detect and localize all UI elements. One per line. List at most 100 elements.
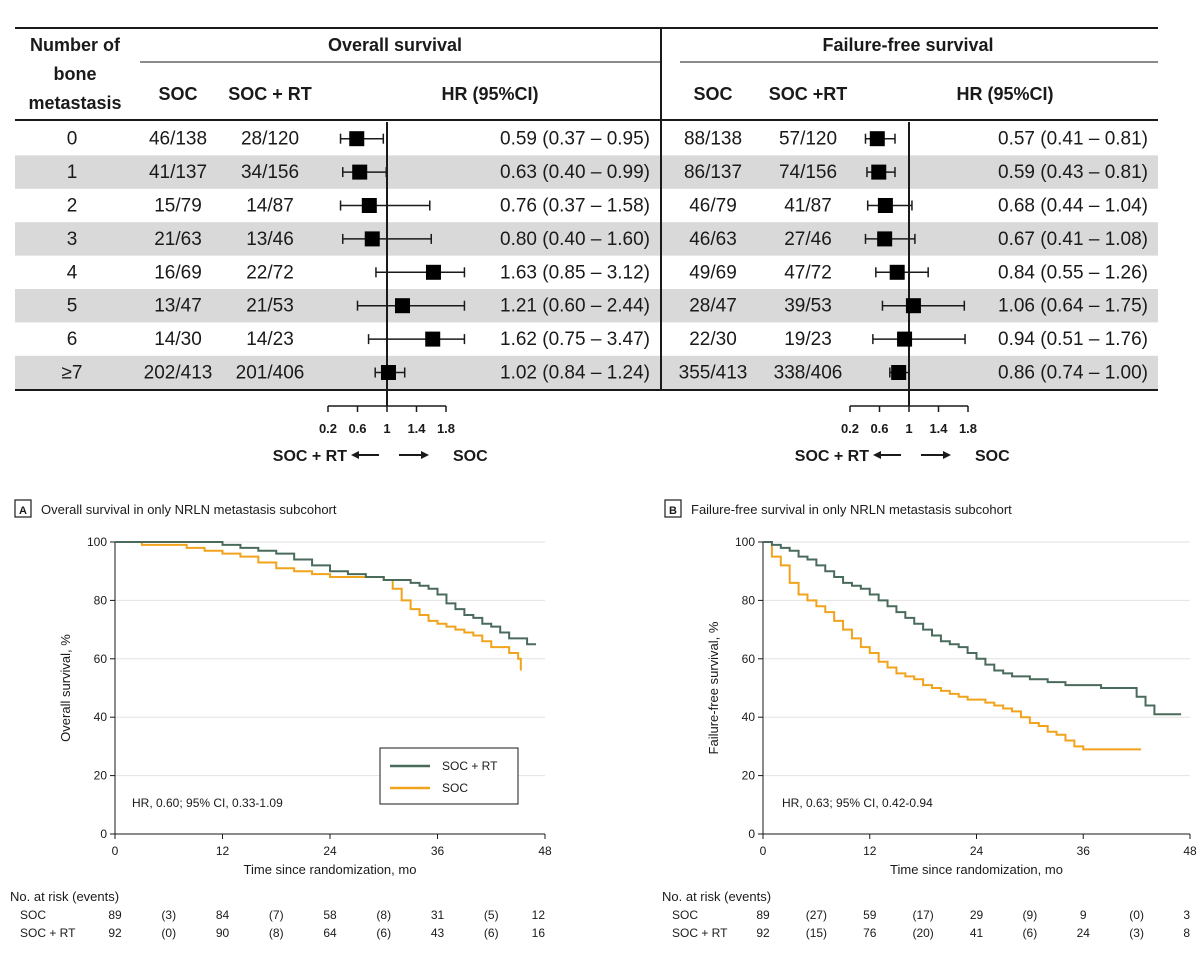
risk-value: 92: [108, 926, 122, 940]
ffs-socrt-cell: 27/46: [784, 229, 832, 250]
os-hr-cell: 0.59 (0.37 – 0.95): [500, 129, 650, 150]
favors-left-arrowhead: [873, 451, 881, 459]
risk-row-label: SOC + RT: [20, 926, 76, 940]
forest-tick-label: 1.8: [959, 421, 977, 436]
risk-value: (8): [376, 908, 391, 922]
hr-annotation: HR, 0.60; 95% CI, 0.33-1.09: [132, 796, 283, 810]
y-axis-label: Failure-free survival, %: [706, 621, 721, 754]
ffs-soc-cell: 86/137: [684, 162, 742, 183]
forest-tick-label: 1.8: [437, 421, 455, 436]
ffs-hr-cell: 0.67 (0.41 – 1.08): [998, 229, 1148, 250]
risk-table-header: No. at risk (events): [10, 889, 119, 904]
x-tick-label: 0: [760, 844, 767, 858]
ffs-soc-cell: 88/138: [684, 129, 742, 150]
number-col-header-3: metastasis: [28, 93, 121, 113]
panel-b: B Failure-free survival in only NRLN meta…: [662, 499, 1197, 940]
os-socrt-cell: 201/406: [236, 363, 305, 384]
os-soc-cell: 21/63: [154, 229, 202, 250]
os-hr-cell: 1.02 (0.84 – 1.24): [500, 363, 650, 384]
ffs-socrt-cell: 338/406: [774, 363, 843, 384]
ffs-soc-cell: 49/69: [689, 262, 737, 283]
x-tick-label: 12: [863, 844, 877, 858]
risk-value: (5): [484, 908, 499, 922]
legend-box: [379, 747, 519, 805]
risk-row-label: SOC + RT: [672, 926, 728, 940]
ffs-socrt-cell: 19/23: [784, 329, 832, 350]
risk-value: (27): [806, 908, 827, 922]
hr-annotation: HR, 0.63; 95% CI, 0.42-0.94: [782, 796, 933, 810]
risk-value: (0): [161, 926, 176, 940]
hr-point: [394, 298, 410, 314]
os-hr-cell: 0.63 (0.40 – 0.99): [500, 162, 650, 183]
ffs-soc-cell: 355/413: [679, 363, 748, 384]
hr-point: [897, 331, 913, 347]
row-stripe: [15, 289, 1158, 323]
ffs-soc-cell: 28/47: [689, 296, 737, 317]
os-socrt-cell: 13/46: [246, 229, 294, 250]
y-tick-label: 20: [742, 769, 756, 783]
forest-tick-label: 0.6: [348, 421, 366, 436]
risk-value: (8): [269, 926, 284, 940]
ffs-socrt-cell: 39/53: [784, 296, 832, 317]
row-n: 3: [67, 229, 78, 250]
forest-tick-label: 1: [383, 421, 390, 436]
risk-value: 58: [323, 908, 337, 922]
row-n: 5: [67, 296, 78, 317]
forest-plot-table: Number of bone metastasis Overall surviv…: [15, 27, 1158, 465]
y-tick-label: 100: [87, 535, 107, 549]
risk-value: 12: [532, 908, 546, 922]
ffs-hr-cell: 0.84 (0.55 – 1.26): [998, 262, 1148, 283]
os-hr-cell: 1.21 (0.60 – 2.44): [500, 296, 650, 317]
os-hr-cell: 1.62 (0.75 – 3.47): [500, 329, 650, 350]
y-tick-label: 40: [742, 710, 756, 724]
ffs-socrt-cell: 74/156: [779, 162, 837, 183]
row-stripes: [15, 155, 1158, 390]
favors-right-label: SOC: [975, 448, 1010, 465]
hr-point: [352, 164, 368, 180]
row-stripe: [15, 222, 1158, 256]
os-socrt-cell: 21/53: [246, 296, 294, 317]
hr-point: [905, 298, 921, 314]
os-socrt-header: SOC + RT: [228, 84, 312, 104]
risk-table-header: No. at risk (events): [662, 889, 771, 904]
risk-value: (6): [1023, 926, 1038, 940]
risk-value: 8: [1183, 926, 1190, 940]
risk-value: (15): [806, 926, 827, 940]
number-col-header-1: Number of: [30, 35, 121, 55]
risk-value: 29: [970, 908, 984, 922]
os-forest-plot: 0.2 0.6 1 1.4 1.8 SOC + RT SOC: [273, 122, 488, 465]
os-soc-cell: 46/138: [149, 129, 207, 150]
soc-curve: [115, 541, 522, 671]
x-axis-label: Time since randomization, mo: [890, 862, 1063, 877]
ffs-forest-plot: 0.2 0.6 1 1.4 1.8 SOC + RT SOC: [795, 122, 1010, 465]
panel-title: Overall survival in only NRLN metastasis…: [41, 502, 337, 517]
panel-letter: B: [669, 505, 677, 517]
x-tick-label: 12: [216, 844, 230, 858]
os-hr-cell: 0.80 (0.40 – 1.60): [500, 229, 650, 250]
y-tick-label: 60: [742, 652, 756, 666]
row-stripe: [15, 155, 1158, 189]
ffs-socrt-cell: 41/87: [784, 196, 832, 217]
x-tick-label: 48: [538, 844, 552, 858]
risk-value: 43: [431, 926, 445, 940]
os-soc-header: SOC: [158, 84, 197, 104]
soc-rt-curve: [115, 541, 537, 646]
forest-tick-label: 1.4: [929, 421, 948, 436]
risk-value: 64: [323, 926, 337, 940]
os-soc-cell: 15/79: [154, 196, 202, 217]
risk-value: 92: [756, 926, 770, 940]
os-socrt-cell: 34/156: [241, 162, 299, 183]
os-socrt-cell: 14/87: [246, 196, 294, 217]
risk-value: 76: [863, 926, 877, 940]
number-col-header-2: bone: [54, 64, 97, 84]
y-tick-label: 20: [94, 769, 108, 783]
risk-value: 89: [756, 908, 770, 922]
panel-a: A Overall survival in only NRLN metastasi…: [10, 499, 552, 940]
row-n: 1: [67, 162, 78, 183]
os-socrt-cell: 28/120: [241, 129, 299, 150]
ffs-hr-header: HR (95%CI): [956, 84, 1053, 104]
risk-value: 24: [1077, 926, 1091, 940]
y-tick-label: 80: [742, 593, 756, 607]
legend-label: SOC + RT: [442, 759, 498, 773]
ffs-title: Failure-free survival: [822, 35, 993, 55]
